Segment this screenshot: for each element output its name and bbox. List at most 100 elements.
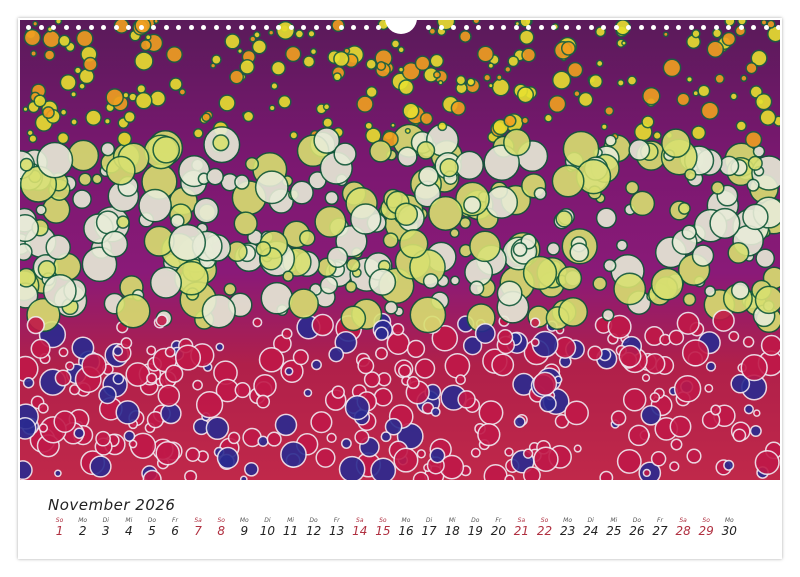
- day-cell: So 1: [48, 517, 71, 538]
- weekday-label: Sa: [194, 517, 202, 524]
- weekday-label: Sa: [356, 517, 364, 524]
- binding-hole: [651, 25, 656, 30]
- binding-hole: [376, 25, 381, 30]
- binding-hole: [201, 25, 206, 30]
- binding-hole: [326, 25, 331, 30]
- weekday-label: Fr: [495, 517, 502, 524]
- binding-hole: [701, 25, 706, 30]
- binding-hole: [426, 25, 431, 30]
- weekday-label: Di: [425, 517, 433, 524]
- weekday-label: So: [379, 517, 387, 524]
- weekday-label: Sa: [679, 517, 687, 524]
- weekday-label: So: [217, 517, 225, 524]
- day-number: 13: [329, 524, 345, 538]
- binding-hole: [251, 25, 256, 30]
- weekday-label: Sa: [517, 517, 526, 524]
- weekday-label: So: [55, 517, 64, 524]
- day-cell: Di 24: [579, 517, 602, 538]
- day-number: 8: [217, 524, 226, 538]
- binding-hole: [513, 25, 519, 30]
- day-cell: Mo 9: [233, 517, 256, 538]
- art-cells: [20, 20, 780, 480]
- day-cell: Mo 30: [718, 517, 741, 538]
- binding-hole: [226, 25, 231, 30]
- binding-hole: [576, 25, 581, 30]
- fluid-art-image: [20, 20, 780, 480]
- day-cell: Sa 7: [187, 517, 210, 538]
- day-cell: Fr 13: [325, 517, 348, 538]
- binding-hole: [26, 25, 31, 30]
- month-calendar: November 2026 So 1 Mo 2 Di 3 Mi 4 Do 5 Fr 6 Sa 7 So 8 Mo…: [48, 496, 768, 538]
- binding-hole: [638, 25, 644, 30]
- day-number: 27: [652, 524, 668, 538]
- hanger-cutout: [385, 20, 417, 34]
- day-cell: Sa 21: [510, 517, 533, 538]
- binding-hole: [463, 25, 469, 30]
- binding-hole: [163, 25, 169, 30]
- binding-hole: [288, 25, 294, 30]
- weekday-label: Mi: [610, 517, 618, 524]
- weekday-label: So: [540, 517, 549, 524]
- binding-hole: [563, 25, 569, 30]
- binding-hole: [76, 25, 81, 30]
- day-cell: Fr 27: [648, 517, 671, 538]
- binding-hole: [551, 25, 556, 30]
- day-cell: Mi 25: [602, 517, 625, 538]
- day-cell: Sa 14: [348, 517, 371, 538]
- binding-hole: [538, 25, 544, 30]
- weekday-label: Mo: [239, 517, 249, 524]
- binding-hole: [713, 25, 719, 30]
- binding-hole: [488, 25, 494, 30]
- day-cell: Mo 2: [71, 517, 94, 538]
- binding-hole: [688, 25, 694, 30]
- day-number: 9: [240, 524, 249, 538]
- weekday-label: Mi: [287, 517, 294, 524]
- binding-hole: [126, 25, 131, 30]
- day-cell: Di 17: [418, 517, 441, 538]
- weekday-label: Mi: [125, 517, 133, 524]
- binding-hole: [726, 25, 731, 30]
- day-number: 18: [444, 524, 460, 538]
- day-number: 16: [398, 524, 414, 538]
- weekday-label: Mo: [401, 517, 411, 524]
- weekday-label: Di: [264, 517, 271, 524]
- day-cell: So 22: [533, 517, 556, 538]
- binding-hole: [88, 25, 94, 30]
- day-cell: Do 26: [625, 517, 648, 538]
- day-row: So 1 Mo 2 Di 3 Mi 4 Do 5 Fr 6 Sa 7 So 8 Mo 9 Di 10 Mi 11 Do 12 F…: [48, 517, 768, 538]
- day-cell: Do 19: [464, 517, 487, 538]
- day-number: 12: [305, 524, 322, 538]
- day-number: 21: [513, 524, 530, 538]
- day-cell: Mi 18: [441, 517, 464, 538]
- binding-hole: [601, 25, 606, 30]
- weekday-label: Mo: [724, 517, 734, 524]
- day-cell: Mi 4: [117, 517, 140, 538]
- binding-hole: [363, 25, 369, 30]
- day-cell: Fr 20: [487, 517, 510, 538]
- weekday-label: Do: [632, 517, 642, 524]
- binding-hole: [238, 25, 244, 30]
- binding-hole: [751, 25, 756, 30]
- day-cell: So 15: [371, 517, 394, 538]
- weekday-label: Fr: [172, 517, 178, 524]
- day-cell: Mi 11: [279, 517, 302, 538]
- weekday-label: Di: [102, 517, 109, 524]
- day-number: 22: [536, 524, 553, 538]
- day-number: 17: [421, 524, 437, 538]
- binding-hole: [63, 25, 69, 30]
- binding-hole: [451, 25, 456, 30]
- binding-hole: [338, 25, 344, 30]
- binding-hole: [38, 25, 44, 30]
- day-number: 15: [375, 524, 391, 538]
- day-cell: Sa 28: [672, 517, 695, 538]
- weekday-label: Fr: [333, 517, 340, 524]
- day-number: 4: [125, 524, 133, 538]
- binding-hole: [313, 25, 319, 30]
- binding-hole: [351, 25, 356, 30]
- day-cell: Mo 23: [556, 517, 579, 538]
- weekday-label: Mo: [78, 517, 88, 524]
- day-number: 28: [675, 524, 691, 538]
- calendar-page: November 2026 So 1 Mo 2 Di 3 Mi 4 Do 5 Fr 6 Sa 7 So 8 Mo…: [18, 18, 782, 559]
- day-number: 10: [259, 524, 276, 538]
- binding-hole: [476, 25, 481, 30]
